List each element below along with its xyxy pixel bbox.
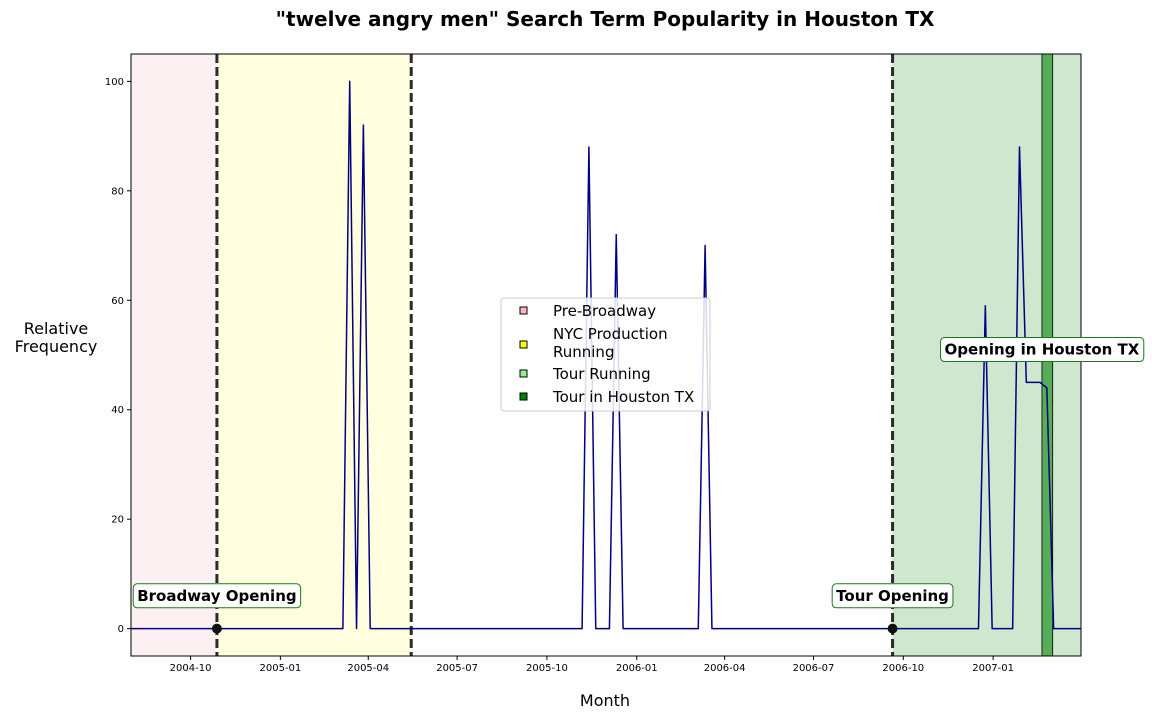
- legend-label-pre-broadway: Pre-Broadway: [553, 302, 656, 320]
- x-axis-label: Month: [580, 691, 630, 710]
- legend-swatch-pre-broadway: [519, 306, 528, 315]
- y-tick-label-100: 100: [105, 77, 124, 88]
- annotation-broadway-opening-box: [132, 583, 302, 609]
- annotation-opening-in-houston-tx-box: [940, 337, 1145, 363]
- y-tick-label-40: 40: [111, 405, 124, 416]
- legend-swatch-nyc-production: [519, 340, 528, 349]
- annotation-tour-opening-text: Tour Opening: [836, 587, 949, 605]
- region-nyc-production-running: [216, 54, 412, 656]
- annotations: Broadway Opening Tour Opening Opening in H…: [132, 337, 1145, 609]
- x-tick-label-2006-01: 2006-01: [616, 663, 658, 674]
- y-tick-label-60: 60: [111, 296, 124, 307]
- legend-label-tour-houston: Tour in Houston TX: [552, 388, 694, 406]
- annotation-broadway-opening-text: Broadway Opening: [137, 587, 296, 605]
- event-marker-tour-opening: [887, 623, 898, 634]
- x-tick-label-2004-10: 2004-10: [170, 663, 212, 674]
- event-lines: [215, 54, 895, 656]
- legend-label-nyc-production: NYC Production Running: [553, 325, 668, 361]
- y-tick-label-20: 20: [111, 515, 124, 526]
- x-tick-label-2006-04: 2006-04: [704, 663, 746, 674]
- legend-swatch-tour-houston: [519, 392, 528, 401]
- event-markers: [211, 623, 898, 634]
- x-tick-label-2005-04: 2005-04: [347, 663, 389, 674]
- x-tick-label-2006-07: 2006-07: [793, 663, 835, 674]
- y-tick-label-0: 0: [118, 624, 124, 635]
- legend-label-nyc-line2: Running: [553, 343, 614, 361]
- legend-label-nyc-line1: NYC Production: [553, 325, 668, 343]
- legend-frame: [500, 297, 711, 412]
- x-tick-label-2006-10: 2006-10: [882, 663, 924, 674]
- chart-title: "twelve angry men" Search Term Popularit…: [276, 7, 935, 31]
- y-axis-label-line2: Frequency: [15, 337, 98, 356]
- series-lines: [131, 80, 1081, 630]
- event-marker-broadway-opening: [211, 623, 222, 634]
- legend-swatch-tour-running: [519, 369, 528, 378]
- x-axis-ticks: 2004-10 2005-01 2005-04 2005-07 2005-10 2006-…: [170, 656, 1014, 674]
- x-tick-label-2005-07: 2005-07: [436, 663, 478, 674]
- y-axis-label-line1: Relative: [24, 319, 89, 338]
- annotation-opening-in-houston-tx-text: Opening in Houston TX: [945, 341, 1140, 359]
- x-tick-label-2005-01: 2005-01: [259, 663, 301, 674]
- x-tick-label-2005-10: 2005-10: [526, 663, 568, 674]
- y-axis-ticks: 0 20 40 60 80 100: [105, 77, 131, 635]
- legend: Pre-Broadway NYC Production Running Tour …: [500, 297, 711, 412]
- y-tick-label-80: 80: [111, 186, 124, 197]
- legend-label-tour-running: Tour Running: [552, 365, 651, 383]
- region-pre-broadway: [131, 54, 217, 656]
- annotation-tour-opening-box: [831, 583, 954, 609]
- series-line-0: [131, 80, 1081, 630]
- x-tick-label-2007-01: 2007-01: [972, 663, 1014, 674]
